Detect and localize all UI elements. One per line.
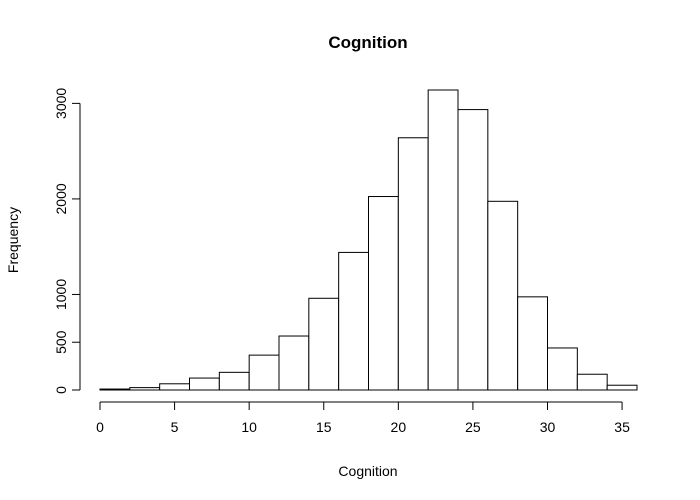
histogram-bar: [517, 296, 549, 391]
x-tick-label: 35: [614, 419, 630, 435]
x-tick-label: 30: [540, 419, 556, 435]
histogram-bar: [248, 354, 280, 391]
y-tick-label: 0: [53, 386, 69, 394]
histogram-bar: [159, 383, 191, 391]
y-tick-label: 500: [53, 330, 69, 354]
x-tick-label: 15: [316, 419, 332, 435]
x-tick-label: 25: [465, 419, 481, 435]
y-tick-label: 3000: [53, 88, 69, 119]
chart-title: Cognition: [328, 33, 407, 52]
histogram-bar: [457, 109, 489, 391]
x-axis: 0 5 10 15 20 25 30 35: [96, 401, 630, 435]
histogram-bar: [218, 371, 250, 391]
x-tick-label: 20: [391, 419, 407, 435]
y-tick-label: 2000: [53, 183, 69, 214]
histogram-bar: [606, 384, 638, 391]
histogram-bar: [547, 347, 578, 391]
histogram-bar: [129, 387, 161, 391]
histogram-bar: [397, 137, 429, 391]
histogram-bar: [189, 377, 220, 391]
histogram-bar: [308, 297, 340, 391]
x-axis-label: Cognition: [338, 463, 397, 479]
y-tick-label: 1000: [53, 279, 69, 310]
histogram-bar: [576, 373, 608, 391]
histogram-bar: [278, 335, 310, 391]
histogram-bar: [487, 200, 519, 391]
bars-group: [99, 89, 638, 391]
histogram-bar: [427, 89, 459, 391]
histogram-bar: [99, 388, 131, 391]
x-tick-label: 0: [96, 419, 104, 435]
histogram-bar: [338, 251, 369, 391]
y-axis: 0 500 1000 2000 3000: [53, 88, 81, 394]
y-axis-label: Frequency: [5, 207, 21, 273]
x-tick-label: 10: [241, 419, 257, 435]
histogram-bar: [368, 196, 399, 391]
x-tick-label: 5: [171, 419, 179, 435]
